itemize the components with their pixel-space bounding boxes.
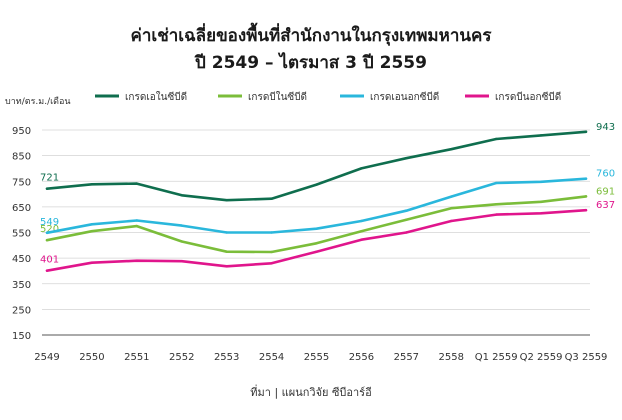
data-point-0-9 — [450, 148, 453, 151]
series-line-0 — [45, 130, 588, 202]
x-tick-label-8: 2557 — [394, 352, 419, 363]
y-tick-label-350: 350 — [12, 280, 31, 291]
data-point-1-2 — [135, 224, 139, 228]
data-point-1-3 — [180, 240, 183, 243]
data-point-2-10 — [494, 181, 498, 185]
data-point-2-12 — [584, 177, 588, 180]
start-label-3: 401 — [40, 255, 59, 266]
data-point-0-10 — [494, 137, 498, 141]
data-point-2-3 — [180, 224, 183, 227]
end-label-2: 760 — [596, 169, 615, 180]
data-point-1-6 — [315, 242, 318, 245]
x-tick-label-5: 2554 — [259, 352, 284, 363]
data-point-2-7 — [360, 219, 363, 223]
series-line-3 — [45, 208, 588, 272]
data-point-1-10 — [494, 203, 498, 206]
data-point-2-4 — [225, 231, 228, 234]
data-point-1-8 — [405, 218, 408, 221]
data-point-2-1 — [90, 223, 94, 226]
data-point-0-5 — [270, 197, 273, 200]
data-point-1-4 — [225, 250, 228, 253]
data-point-1-1 — [90, 230, 94, 233]
data-point-1-5 — [270, 250, 273, 254]
data-point-3-1 — [90, 261, 94, 264]
y-tick-label-550: 550 — [12, 229, 31, 240]
data-point-2-0 — [45, 231, 49, 234]
y-tick-label-850: 850 — [12, 152, 31, 163]
legend-label-3: เกรดบีนอกซีบีดี — [495, 91, 561, 103]
y-axis-unit-label: บาท/ตร.ม./เดือน — [5, 96, 71, 107]
x-tick-label-3: 2552 — [169, 352, 194, 363]
y-tick-label-950: 950 — [12, 126, 31, 137]
x-tick-label-1: 2550 — [79, 352, 104, 363]
data-point-0-12 — [584, 130, 588, 133]
end-label-1: 691 — [596, 186, 615, 197]
data-point-3-0 — [45, 269, 49, 272]
data-point-0-3 — [180, 194, 183, 197]
x-tick-label-4: 2553 — [214, 352, 239, 363]
y-tick-label-450: 450 — [12, 254, 31, 265]
data-point-3-5 — [270, 262, 273, 265]
data-point-1-9 — [450, 206, 453, 210]
data-point-2-5 — [270, 231, 273, 234]
legend-label-1: เกรดบีในซีบีดี — [248, 91, 307, 103]
data-point-0-11 — [539, 134, 543, 137]
data-point-0-0 — [45, 187, 49, 190]
y-tick-label-750: 750 — [12, 177, 31, 188]
data-point-3-6 — [315, 250, 318, 253]
data-point-0-1 — [90, 183, 94, 186]
x-tick-label-7: 2556 — [349, 352, 374, 363]
y-tick-label-250: 250 — [12, 305, 31, 316]
data-point-0-2 — [135, 182, 139, 185]
legend-label-0: เกรดเอในซีบีดี — [125, 91, 187, 103]
chart-title-line-2: ปี 2549 – ไตรมาส 3 ปี 2559 — [195, 53, 427, 73]
data-point-3-2 — [135, 259, 139, 262]
data-point-3-10 — [494, 213, 498, 216]
data-point-3-3 — [180, 260, 183, 263]
data-point-3-11 — [539, 212, 543, 215]
data-point-3-4 — [225, 265, 228, 268]
end-label-3: 637 — [596, 200, 615, 211]
x-tick-label-9: 2558 — [439, 352, 464, 363]
data-point-2-8 — [405, 209, 408, 212]
start-label-2: 549 — [40, 217, 59, 228]
x-tick-label-11: Q2 2559 — [520, 352, 563, 363]
data-point-3-9 — [450, 219, 453, 223]
data-point-3-7 — [360, 238, 363, 241]
data-point-2-9 — [450, 195, 453, 198]
data-point-2-6 — [315, 227, 318, 230]
start-label-0: 721 — [40, 173, 59, 184]
data-point-0-7 — [360, 167, 363, 170]
source-note: ที่มา | แผนกวิจัย ซีบีอาร์อี — [250, 386, 372, 399]
data-point-2-11 — [539, 180, 543, 183]
series-line-2 — [45, 177, 588, 235]
data-point-3-8 — [405, 231, 408, 234]
y-tick-label-650: 650 — [12, 203, 31, 214]
data-point-1-12 — [584, 195, 588, 198]
data-point-0-4 — [225, 199, 228, 202]
data-point-1-0 — [45, 238, 49, 242]
data-point-2-2 — [135, 219, 139, 222]
x-tick-label-6: 2555 — [304, 352, 329, 363]
data-point-0-6 — [315, 183, 318, 186]
data-point-1-7 — [360, 230, 363, 233]
data-point-3-12 — [584, 209, 588, 212]
y-tick-label-150: 150 — [12, 331, 31, 342]
data-point-0-8 — [405, 156, 408, 160]
x-tick-label-12: Q3 2559 — [565, 352, 608, 363]
end-label-0: 943 — [596, 122, 615, 133]
data-point-1-11 — [539, 200, 543, 203]
x-tick-label-2: 2551 — [124, 352, 149, 363]
legend-label-2: เกรดเอนอกซีบีดี — [370, 91, 439, 103]
x-tick-label-0: 2549 — [34, 352, 59, 363]
chart-title-line-1: ค่าเช่าเฉลี่ยของพื้นที่สำนักงานในกรุงเทพ… — [130, 26, 492, 46]
start-label-1: 520 — [40, 224, 59, 235]
x-tick-label-10: Q1 2559 — [475, 352, 518, 363]
